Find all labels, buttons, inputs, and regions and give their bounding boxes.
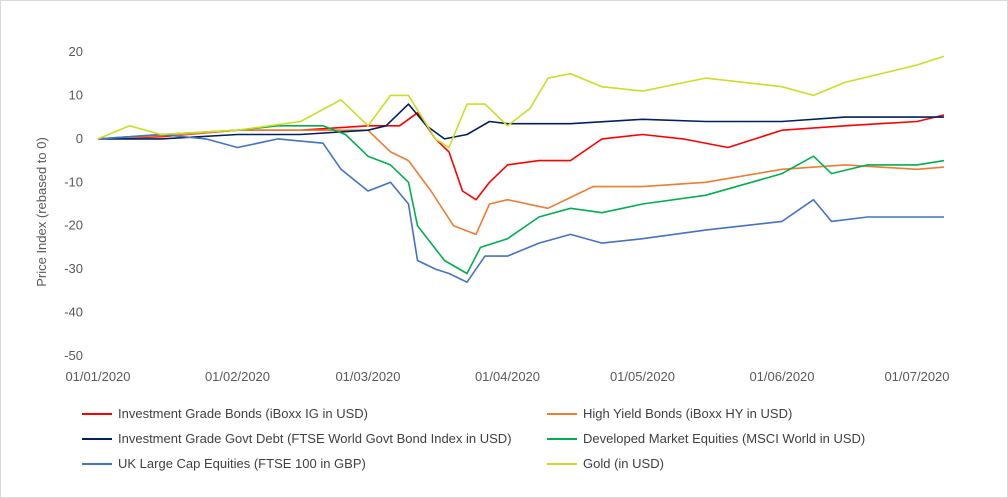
x-tick-label: 01/05/2020 [610, 369, 675, 384]
y-tick-label: -20 [64, 218, 83, 233]
y-tick-label: -10 [64, 174, 83, 189]
series-line [97, 55, 945, 149]
x-tick-label: 01/06/2020 [749, 369, 814, 384]
y-axis-label: Price Index (rebased to 0) [34, 137, 49, 287]
y-tick-label: 10 [69, 87, 83, 102]
y-tick-label: -30 [64, 261, 83, 276]
series-line [97, 112, 945, 201]
y-tick-label: 20 [69, 44, 83, 59]
series-line [97, 125, 945, 275]
x-tick-label: 01/03/2020 [335, 369, 400, 384]
series-line [97, 133, 944, 284]
plot-area [97, 55, 945, 284]
y-tick-label: -50 [64, 348, 83, 363]
x-tick-label: 01/01/2020 [65, 369, 130, 384]
x-tick-label: 01/04/2020 [475, 369, 540, 384]
x-tick-label: 01/07/2020 [884, 369, 949, 384]
y-tick-label: -40 [64, 305, 83, 320]
x-axis: 01/01/2020 01/02/2020 01/03/2020 01/04/2020… [65, 369, 949, 384]
series-line [98, 103, 944, 140]
y-tick-label: 0 [76, 131, 83, 146]
series-line [97, 129, 945, 236]
y-axis: 20 10 0 -10 -20 -30 -40 -50 [64, 44, 83, 363]
x-tick-label: 01/02/2020 [205, 369, 270, 384]
